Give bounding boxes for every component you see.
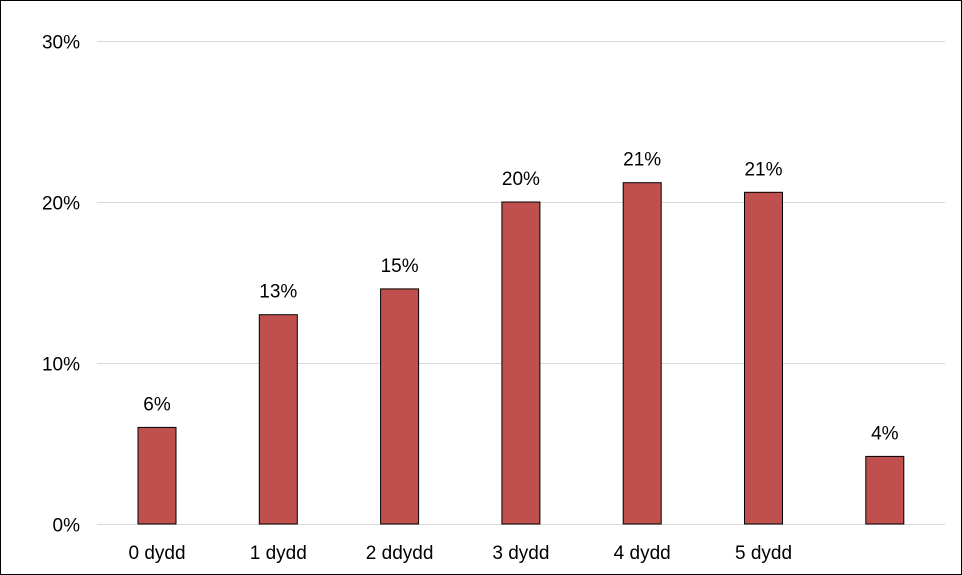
y-tick-label: 30%: [42, 33, 80, 54]
data-label: 21%: [623, 150, 661, 171]
y-tick-label: 0%: [53, 516, 81, 537]
x-tick-label: 1 dydd: [250, 543, 307, 564]
x-tick-label: 5 dydd: [735, 543, 792, 564]
data-label: 15%: [381, 256, 419, 277]
bar: [865, 455, 905, 525]
bar: [622, 182, 662, 525]
data-label: 21%: [744, 159, 782, 180]
data-labels: 6% 13% 15% 20% 21% 21% 4%: [143, 150, 898, 445]
data-label: 20%: [502, 169, 540, 190]
data-label: 6%: [143, 394, 171, 415]
bar: [501, 201, 541, 525]
x-tick-label: 4 dydd: [614, 543, 671, 564]
x-tick-label: 3 dydd: [492, 543, 549, 564]
x-tick-label: 2 ddydd: [366, 543, 434, 564]
data-label: 13%: [259, 282, 297, 303]
x-tick-label: 0 dydd: [128, 543, 185, 564]
data-label: 4%: [871, 423, 899, 444]
bar: [744, 191, 783, 525]
bar: [380, 288, 420, 525]
y-axis-tick-labels: 0% 10% 20% 30%: [42, 33, 80, 537]
y-tick-label: 10%: [42, 355, 80, 376]
bar: [258, 314, 298, 525]
y-tick-label: 20%: [42, 194, 80, 215]
bars: [137, 182, 905, 525]
x-axis-tick-labels: 0 dydd 1 dydd 2 ddydd 3 dydd 4 dydd 5 dydd: [128, 543, 792, 564]
bar: [137, 426, 177, 525]
